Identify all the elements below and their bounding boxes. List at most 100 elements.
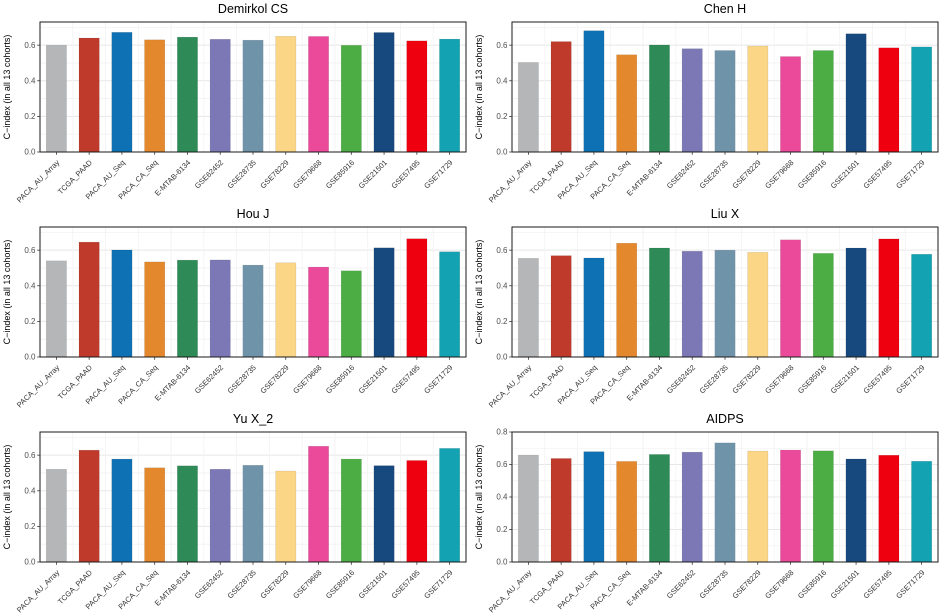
y-tick-label: 0.0 <box>496 558 508 567</box>
x-tick-label: GSE71729 <box>422 363 454 395</box>
bar-GSE71729 <box>911 461 933 563</box>
chart-title: Chen H <box>703 2 747 16</box>
x-tick-label: GSE21501 <box>829 363 861 395</box>
x-tick-label: GSE57495 <box>389 158 421 190</box>
y-tick-label: 0.4 <box>24 281 36 290</box>
x-tick-label: GSE79668 <box>291 568 323 600</box>
x-tick-label: PACA_AU_Array <box>487 158 534 205</box>
y-tick-label: 0.6 <box>496 41 508 50</box>
x-tick-label: GSE71729 <box>422 568 454 600</box>
x-tick-label: GSE21501 <box>357 363 389 395</box>
x-tick-label: GSE57495 <box>861 158 893 190</box>
y-tick-label: 0.6 <box>24 246 36 255</box>
chart-title: AIDPS <box>706 412 744 426</box>
y-tick-label: 0.4 <box>24 76 36 85</box>
bar-GSE28735 <box>242 264 264 358</box>
bar-PACA_AU_Array <box>45 44 67 153</box>
bar-PACA_AU_Array <box>517 62 539 153</box>
x-tick-label: PACA_AU_Array <box>487 363 534 410</box>
bars <box>45 238 461 358</box>
bar-GSE71729 <box>439 448 461 563</box>
bars <box>517 30 933 153</box>
bar-GSE71729 <box>911 46 933 153</box>
x-tick-label: GSE79668 <box>291 158 323 190</box>
x-tick-label: GSE78229 <box>730 158 762 190</box>
x-tick-label: GSE78229 <box>258 363 290 395</box>
bar-GSE71729 <box>911 253 933 358</box>
x-tick-label: GSE21501 <box>357 158 389 190</box>
bar-GSE85916 <box>340 270 362 358</box>
x-tick-label: GSE62452 <box>665 158 697 190</box>
chart-panel-aidps: 0.0 0.2 0.4 0.6 0.8 PACA_AU_Array TCGA_PAAD PAC… <box>472 410 944 616</box>
bar-chart-svg-yu-x-2: 0.0 0.2 0.4 0.6 PACA_AU_ArrayTCGA_PAADPACA_A… <box>2 431 467 615</box>
x-tick-label: GSE79668 <box>763 568 795 600</box>
x-tick-label: GSE79668 <box>291 363 323 395</box>
chart-title: Demirkol CS <box>217 2 289 16</box>
bar-GSE71729 <box>439 251 461 358</box>
y-tick-label: 0.8 <box>496 428 508 437</box>
x-tick-label: GSE85916 <box>324 158 356 190</box>
y-axis-label: C−index (in all 13 cohorts) <box>2 240 12 345</box>
y-tick-label: 0.6 <box>496 246 508 255</box>
bar-PACA_AU_Seq <box>111 32 133 153</box>
bar-PACA_AU_Seq <box>583 451 605 563</box>
y-tick-label: 0.4 <box>496 76 508 85</box>
chart-panel-yu-x-2: 0.0 0.2 0.4 0.6 PACA_AU_Array TCGA_PAAD PACA_A… <box>0 410 472 616</box>
x-tick-label: PACA_AU_Array <box>15 568 62 615</box>
bar-GSE71729 <box>439 38 461 153</box>
bar-TCGA_PAAD <box>550 458 572 563</box>
x-tick-label: GSE79668 <box>763 158 795 190</box>
bar-GSE79668 <box>780 449 801 563</box>
x-tick-label: GSE71729 <box>894 158 926 190</box>
x-tick-label: GSE62452 <box>193 158 225 190</box>
bar-PACA_AU_Seq <box>111 249 133 358</box>
x-tick-label: GSE28735 <box>698 158 730 190</box>
bar-GSE79668 <box>780 239 801 358</box>
bar-GSE85916 <box>812 50 834 153</box>
bar-GSE85916 <box>340 45 362 153</box>
y-tick-label: 0.2 <box>24 522 36 531</box>
x-tick-label: GSE79668 <box>763 363 795 395</box>
x-tick-label: GSE28735 <box>226 363 258 395</box>
chart-panel-demirkol-cs: 0.0 0.2 0.4 0.6 PACA_AU_Array TCGA_PAAD PACA_A… <box>0 0 472 205</box>
bar-GSE78229 <box>275 262 297 358</box>
x-tick-label: GSE85916 <box>796 158 828 190</box>
bar-GSE57495 <box>406 40 428 153</box>
x-tick-label: GSE62452 <box>665 568 697 600</box>
x-tick-label: GSE57495 <box>861 568 893 600</box>
y-axis: 0.0 0.2 0.4 0.6 <box>496 41 512 157</box>
x-tick-label: GSE62452 <box>665 363 697 395</box>
bars <box>517 442 933 563</box>
bar-GSE78229 <box>747 450 769 563</box>
y-axis: 0.0 0.2 0.4 0.6 <box>24 246 40 362</box>
bar-PACA_CA_Seq <box>144 467 166 563</box>
bar-PACA_AU_Seq <box>583 257 605 358</box>
x-tick-label: GSE78229 <box>730 568 762 600</box>
bar-PACA_AU_Array <box>517 258 539 358</box>
y-axis: 0.0 0.2 0.4 0.6 0.8 <box>496 428 512 567</box>
x-tick-label: GSE28735 <box>226 158 258 190</box>
bars <box>517 238 933 358</box>
bar-TCGA_PAAD <box>78 37 100 153</box>
x-tick-label: PACA_AU_Array <box>15 158 62 205</box>
y-tick-label: 0.2 <box>24 317 36 326</box>
bar-chart-svg-demirkol-cs: 0.0 0.2 0.4 0.6 PACA_AU_ArrayTCGA_PAADPACA_A… <box>2 21 467 205</box>
bar-PACA_AU_Seq <box>111 458 133 563</box>
y-tick-label: 0.0 <box>24 558 36 567</box>
bar-GSE79668 <box>308 266 329 358</box>
x-tick-label: PACA_AU_Array <box>15 363 62 410</box>
bar-GSE57495 <box>878 454 900 563</box>
bar-GSE57495 <box>406 238 428 358</box>
bar-PACA_AU_Array <box>45 260 67 358</box>
y-tick-label: 0.6 <box>24 41 36 50</box>
bar-GSE28735 <box>242 465 264 563</box>
x-tick-label: GSE78229 <box>730 363 762 395</box>
y-tick-label: 0.2 <box>24 112 36 121</box>
bar-PACA_AU_Array <box>517 454 539 563</box>
bar-PACA_CA_Seq <box>616 461 638 563</box>
bar-E-MTAB-6134 <box>177 259 198 358</box>
chart-title: Hou J <box>236 207 270 221</box>
bar-GSE28735 <box>714 442 736 563</box>
bar-GSE78229 <box>275 470 297 563</box>
bar-GSE78229 <box>275 35 297 153</box>
